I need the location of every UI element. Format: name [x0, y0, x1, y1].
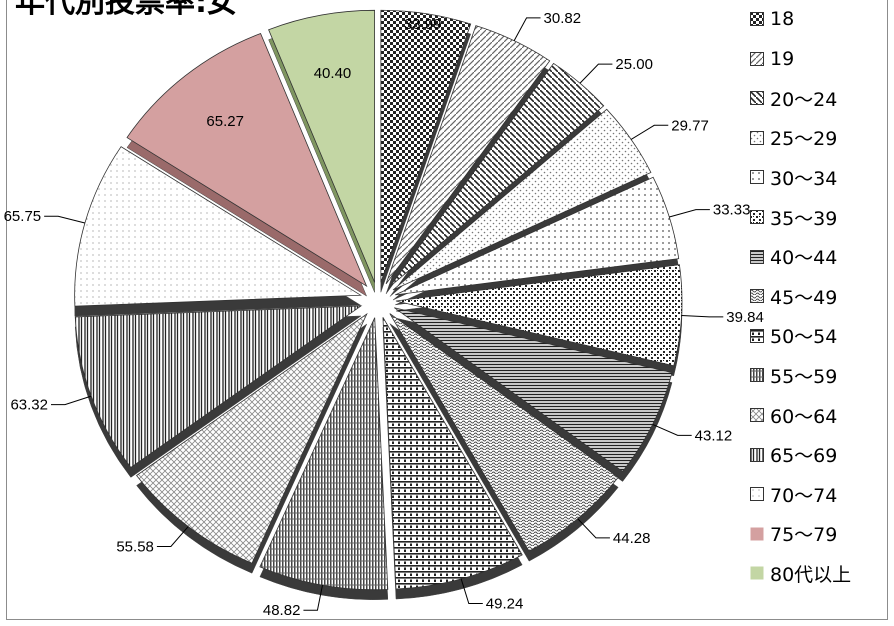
- data-label-7: 44.28: [613, 530, 651, 547]
- legend-label-0: 18: [770, 8, 795, 30]
- pie-slice-7: [389, 313, 619, 552]
- legend-swatch-5: [750, 210, 764, 224]
- legend-item-7: 45〜49: [750, 281, 837, 311]
- legend-swatch-10: [750, 408, 764, 422]
- data-label-8: 49.24: [486, 595, 524, 612]
- legend-item-4: 30〜34: [750, 162, 837, 192]
- leader-line-5: [681, 315, 724, 318]
- legend-label-6: 40〜44: [770, 247, 838, 270]
- legend-item-9: 55〜59: [750, 360, 837, 390]
- data-label-14: 40.40: [314, 65, 352, 82]
- data-label-4: 33.33: [713, 202, 751, 219]
- legend-item-8: 50〜54: [750, 321, 837, 351]
- chart-title: 年代別投票率:女: [15, 0, 237, 20]
- legend-item-6: 40〜44: [750, 242, 837, 272]
- legend-swatch-14: [750, 566, 764, 580]
- pie-slice-13: [126, 32, 368, 288]
- leader-line-9: [303, 585, 323, 611]
- legend-label-13: 75〜79: [770, 524, 838, 547]
- legend-swatch-6: [750, 249, 764, 264]
- legend-item-11: 65〜69: [750, 440, 837, 470]
- data-label-11: 63.32: [10, 397, 48, 414]
- legend-label-3: 25〜29: [770, 128, 838, 151]
- legend-label-10: 60〜64: [770, 405, 838, 428]
- legend-item-5: 35〜39: [750, 202, 837, 232]
- data-label-12: 65.75: [4, 208, 42, 225]
- leader-line-10: [156, 526, 189, 547]
- data-label-9: 48.82: [263, 602, 301, 619]
- legend-item-0: 18: [750, 4, 794, 34]
- legend-label-9: 55〜59: [770, 365, 838, 388]
- data-label-3: 29.77: [671, 117, 709, 134]
- pie-slice-1: [385, 25, 551, 285]
- legend-swatch-4: [750, 170, 764, 185]
- legend-swatch-9: [750, 368, 764, 383]
- legend-item-14: 80代以上: [750, 558, 851, 588]
- pie-slice-4: [395, 176, 680, 296]
- legend-swatch-11: [750, 447, 764, 462]
- legend-item-13: 75〜79: [750, 519, 837, 549]
- pie-slice-6: [394, 307, 673, 473]
- pie-slice-2: [389, 62, 605, 287]
- data-label-5: 39.84: [726, 309, 764, 326]
- chart-frame: 年代別投票率:女: [6, 0, 888, 620]
- leader-line-4: [669, 209, 710, 218]
- leader-line-12: [44, 215, 86, 224]
- leader-line-11: [50, 395, 92, 406]
- data-label-10: 55.58: [116, 538, 154, 555]
- data-label-2: 25.00: [615, 56, 653, 73]
- legend-label-14: 80代以上: [770, 563, 852, 586]
- leader-line-2: [579, 63, 613, 84]
- legend-item-2: 20〜24: [750, 83, 837, 113]
- legend-label-7: 45〜49: [770, 286, 838, 309]
- pie-slice-14: [268, 9, 376, 283]
- legend-label-11: 65〜69: [770, 445, 838, 468]
- legend-label-8: 50〜54: [770, 326, 838, 349]
- data-label-6: 43.12: [695, 427, 733, 444]
- pie-slice-0: [380, 9, 472, 283]
- leader-line-8: [460, 578, 483, 604]
- legend-swatch-8: [750, 328, 764, 343]
- pie-slice-11: [74, 305, 363, 468]
- pie-slice-12: [74, 146, 362, 307]
- pie-slice-9: [259, 317, 389, 591]
- legend-item-10: 60〜64: [750, 400, 837, 430]
- leader-line-6: [652, 423, 692, 436]
- legend-item-12: 70〜74: [750, 479, 837, 509]
- legend-swatch-0: [750, 12, 764, 26]
- leader-line-3: [630, 124, 669, 140]
- data-label-13: 65.27: [206, 113, 244, 130]
- leader-line-7: [577, 518, 610, 539]
- legend-swatch-2: [750, 91, 764, 106]
- data-label-1: 30.82: [544, 10, 582, 27]
- pie-slice-10: [136, 312, 368, 564]
- legend-swatch-13: [750, 527, 764, 541]
- legend-label-1: 19: [770, 47, 795, 70]
- legend-item-3: 25〜29: [750, 123, 837, 153]
- leader-line-1: [513, 17, 541, 41]
- data-label-0: 33.99: [404, 16, 442, 33]
- legend-label-5: 35〜39: [770, 207, 838, 230]
- legend-swatch-12: [750, 487, 764, 502]
- legend-swatch-3: [750, 130, 764, 145]
- legend-label-12: 70〜74: [770, 484, 838, 507]
- legend-swatch-1: [750, 51, 764, 66]
- legend-label-4: 30〜34: [770, 167, 838, 190]
- pie-slice-8: [382, 317, 523, 590]
- legend-label-2: 20〜24: [770, 88, 838, 111]
- legend-swatch-7: [750, 289, 764, 304]
- legend-item-1: 19: [750, 44, 794, 74]
